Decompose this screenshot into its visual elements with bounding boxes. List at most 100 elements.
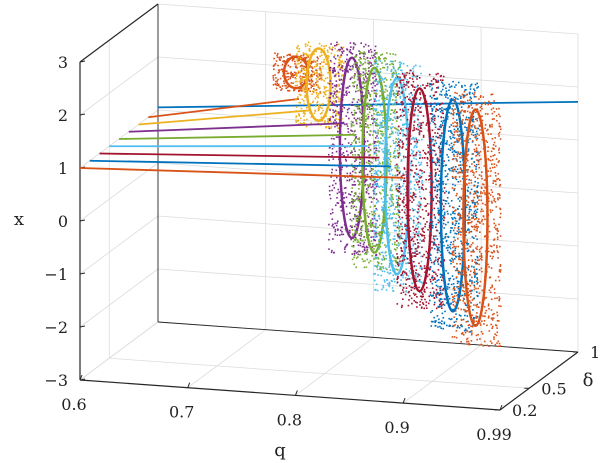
attractor-point [395, 120, 398, 122]
attractor-point [434, 320, 436, 322]
attractor-point [484, 315, 486, 317]
grid-line [157, 268, 579, 300]
attractor-point [438, 200, 441, 202]
attractor-point [415, 138, 418, 141]
attractor-point [372, 109, 375, 112]
attractor-point [440, 134, 442, 137]
attractor-point [469, 331, 472, 333]
attractor-point [477, 151, 479, 153]
attractor-point [481, 192, 484, 194]
attractor-point [375, 90, 378, 92]
attractor-point [458, 205, 461, 208]
attractor-point [353, 85, 355, 88]
attractor-point [342, 46, 345, 49]
attractor-point [338, 64, 341, 66]
attractor-point [319, 106, 322, 109]
attractor-point [457, 81, 460, 84]
attractor-point [328, 96, 330, 99]
attractor-point [275, 60, 278, 62]
attractor-point [307, 76, 310, 79]
attractor-point [389, 187, 392, 190]
attractor-point [474, 209, 477, 212]
attractor-point [432, 320, 434, 323]
attractor-point [409, 230, 412, 232]
attractor-point [474, 83, 477, 86]
attractor-point [440, 116, 443, 119]
attractor-point [452, 206, 455, 209]
attractor-point [402, 174, 404, 177]
attractor-point [430, 219, 432, 221]
attractor-point [476, 191, 479, 193]
attractor-point [397, 209, 399, 211]
attractor-point [333, 69, 336, 71]
attractor-point [420, 122, 422, 124]
attractor-point [455, 194, 458, 197]
attractor-point [377, 123, 379, 126]
attractor-point [321, 50, 323, 53]
attractor-point [375, 180, 378, 182]
attractor-point [296, 84, 298, 87]
attractor-point [340, 69, 343, 71]
attractor-point [454, 249, 456, 252]
attractor-point [439, 303, 441, 306]
attractor-point [379, 170, 381, 173]
attractor-point [297, 57, 300, 60]
attractor-point [330, 43, 332, 45]
attractor-point [432, 237, 435, 240]
attractor-point [431, 160, 433, 163]
attractor-point [435, 226, 437, 228]
attractor-point [429, 278, 432, 281]
attractor-point [371, 64, 373, 66]
attractor-point [304, 59, 307, 61]
attractor-point [496, 245, 498, 247]
attractor-point [345, 205, 348, 208]
attractor-point [422, 227, 424, 230]
attractor-point [396, 117, 399, 120]
attractor-point [395, 155, 397, 157]
attractor-point [466, 337, 469, 340]
attractor-point [340, 63, 342, 65]
attractor-point [425, 250, 428, 253]
attractor-point [323, 85, 326, 88]
attractor-point [436, 109, 439, 111]
attractor-point [438, 318, 440, 321]
attractor-point [323, 87, 326, 90]
attractor-point [449, 318, 452, 321]
attractor-point [379, 141, 381, 143]
attractor-point [415, 143, 418, 145]
attractor-point [376, 173, 378, 175]
attractor-point [491, 163, 493, 165]
attractor-point [362, 74, 364, 76]
attractor-point [432, 197, 435, 200]
attractor-point [400, 62, 403, 65]
attractor-point [487, 133, 490, 136]
attractor-point [487, 170, 490, 172]
attractor-point [372, 77, 374, 79]
attractor-point [373, 145, 376, 147]
attractor-point [410, 239, 413, 242]
attractor-point [468, 93, 471, 95]
stable-branch-line [148, 97, 300, 119]
attractor-point [355, 218, 358, 220]
attractor-point [317, 57, 319, 60]
attractor-point [348, 64, 350, 67]
attractor-point [448, 159, 450, 162]
attractor-point [458, 130, 461, 132]
attractor-point [441, 107, 443, 109]
attractor-point [476, 153, 479, 155]
attractor-point [337, 220, 339, 223]
attractor-point [345, 115, 348, 117]
attractor-point [300, 122, 302, 124]
attractor-point [497, 193, 499, 195]
attractor-point [468, 211, 471, 213]
attractor-point [419, 216, 422, 218]
attractor-point [338, 56, 341, 59]
attractor-point [337, 54, 339, 57]
attractor-point [296, 46, 298, 49]
attractor-point [390, 189, 392, 192]
attractor-point [352, 133, 354, 135]
attractor-point [394, 259, 396, 262]
attractor-point [435, 171, 437, 174]
attractor-point [276, 80, 278, 82]
attractor-point [383, 196, 385, 198]
